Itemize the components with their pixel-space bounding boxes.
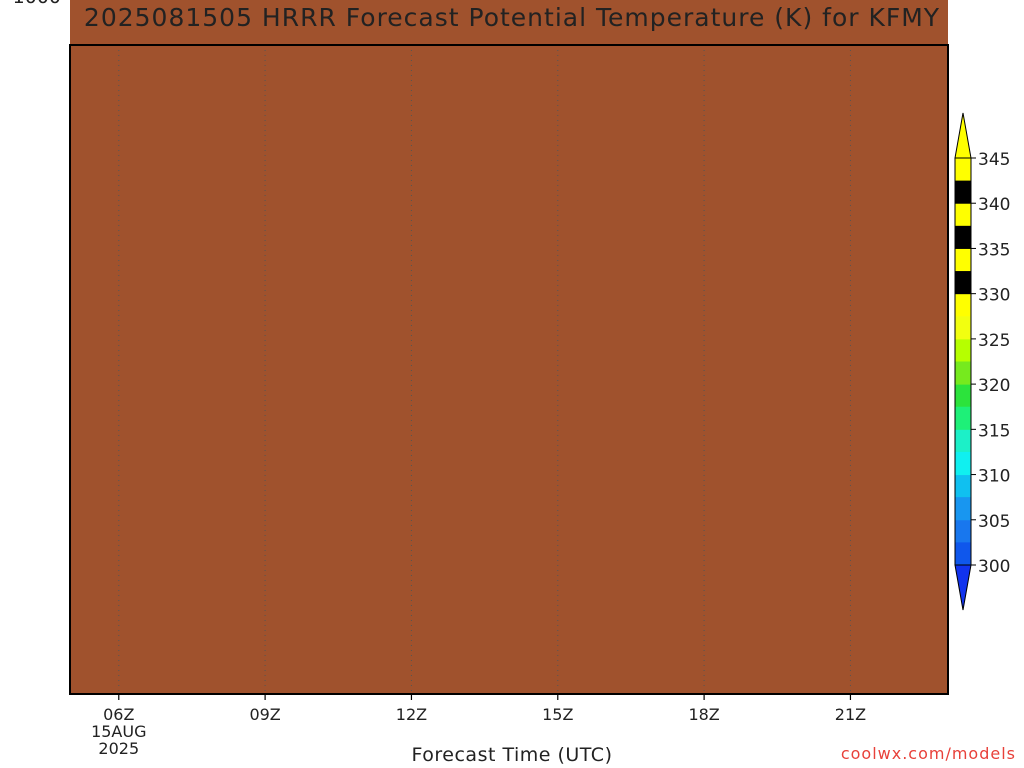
colorbar-band: [955, 542, 971, 566]
colorbar-tick-label: 310: [978, 467, 1010, 487]
colorbar-tick-label: 340: [978, 195, 1010, 215]
colorbar-band: [955, 158, 971, 182]
colorbar-tick-label: 345: [978, 150, 1010, 170]
plot-frame: [69, 44, 949, 695]
x-tick-sublabel: 2025: [98, 739, 139, 758]
y-tick-label: 1000: [13, 0, 61, 8]
colorbar-band: [955, 406, 971, 430]
colorbar-tick-label: 335: [978, 240, 1010, 260]
grid-lines: [118, 45, 851, 694]
y-axis: 2503003504004505005506006507007508008509…: [13, 0, 61, 8]
colorbar-band: [955, 338, 971, 362]
colorbar-tick-label: 320: [978, 376, 1010, 396]
colorbar-band: [955, 384, 971, 408]
colorbar-band: [955, 180, 971, 204]
colorbar-band: [955, 248, 971, 272]
colorbar-tick-label: 300: [978, 557, 1010, 577]
colorbar-band: [955, 225, 971, 249]
x-tick-label: 09Z: [249, 705, 280, 724]
colorbar-band: [955, 429, 971, 453]
credit-link[interactable]: coolwx.com/models: [840, 744, 1016, 763]
colorbar-band: [955, 519, 971, 543]
x-tick-label: 18Z: [688, 705, 719, 724]
colorbar-band: [955, 474, 971, 498]
colorbar-band: [955, 451, 971, 476]
colorbar-band: [955, 293, 971, 317]
x-axis-label: Forecast Time (UTC): [411, 744, 613, 766]
colorbar-tick-label: 325: [978, 331, 1010, 351]
colorbar-tick-label: 305: [978, 512, 1010, 532]
x-tick-label: 21Z: [835, 705, 866, 724]
colorbar-tick-label: 330: [978, 286, 1010, 306]
colorbar-max-arrow: [954, 112, 972, 159]
colorbar-band: [955, 497, 971, 521]
colorbar-band: [955, 361, 971, 385]
x-tick-label: 06Z: [103, 705, 134, 724]
x-tick-sublabel: 15AUG: [91, 722, 146, 741]
x-tick-label: 15Z: [542, 705, 573, 724]
ground-strip: [70, 0, 948, 695]
colorbar-frame: [954, 157, 972, 566]
colorbar-min-arrow: [954, 564, 972, 611]
colorbar: 300 305 310 315 320 325 330 335 340 345: [954, 112, 1010, 611]
colorbar-tick-label: 315: [978, 421, 1010, 441]
colorbar-band: [955, 203, 971, 227]
x-tick-label: 12Z: [396, 705, 427, 724]
colorbar-band: [955, 316, 971, 340]
colorbar-band: [955, 271, 971, 295]
chart-title: 2025081505 HRRR Forecast Potential Tempe…: [83, 3, 941, 32]
